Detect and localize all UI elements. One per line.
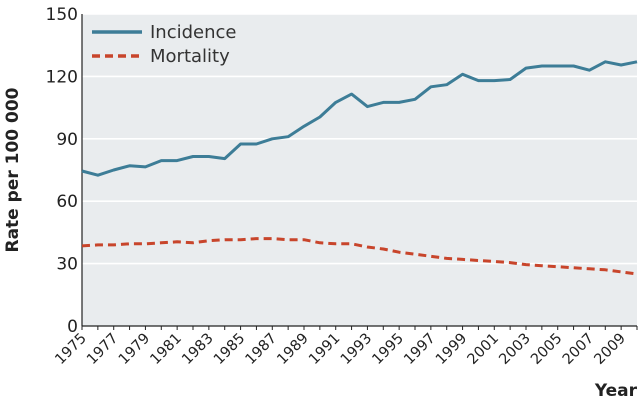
x-tick-label: 2003	[496, 331, 533, 368]
y-axis-ticks: 0 30 60 90 120 150	[46, 5, 78, 337]
series-line-incidence	[81, 60, 638, 177]
x-axis-ticks: 1975197719791981198319851987198919911993…	[52, 326, 638, 368]
x-tick-label: 1995	[370, 331, 407, 368]
legend: Incidence Mortality	[92, 22, 237, 67]
legend-label-mortality: Mortality	[150, 46, 230, 67]
x-tick-label: 1977	[84, 331, 121, 368]
x-tick-label: 2001	[465, 331, 502, 368]
x-tick-label: 1999	[433, 331, 470, 368]
y-tick-label: 120	[46, 67, 78, 87]
x-tick-label: 1985	[211, 331, 248, 368]
y-tick-label: 90	[56, 130, 78, 150]
x-tick-label: 1979	[116, 331, 153, 368]
x-tick-label: 1991	[306, 331, 343, 368]
y-tick-label: 30	[56, 255, 78, 275]
x-tick-label: 2005	[528, 331, 565, 368]
x-tick-label: 1983	[179, 331, 216, 368]
x-tick-label: 1989	[274, 331, 311, 368]
x-tick-label: 2007	[560, 331, 597, 368]
x-tick-label: 2009	[592, 331, 629, 368]
legend-label-incidence: Incidence	[150, 22, 237, 43]
y-tick-label: 0	[67, 317, 78, 337]
series-line-mortality	[81, 237, 638, 276]
x-tick-label: 1987	[243, 331, 280, 368]
y-axis-title: Rate per 100 000	[3, 87, 23, 252]
y-tick-label: 150	[46, 5, 78, 25]
series-lines	[81, 60, 638, 276]
gridlines	[81, 13, 637, 327]
x-tick-label: 1997	[401, 331, 438, 368]
x-axis-title: Year	[594, 381, 638, 401]
x-tick-label: 1981	[148, 331, 185, 368]
x-tick-label: 1993	[338, 331, 375, 368]
y-tick-label: 60	[56, 192, 78, 212]
